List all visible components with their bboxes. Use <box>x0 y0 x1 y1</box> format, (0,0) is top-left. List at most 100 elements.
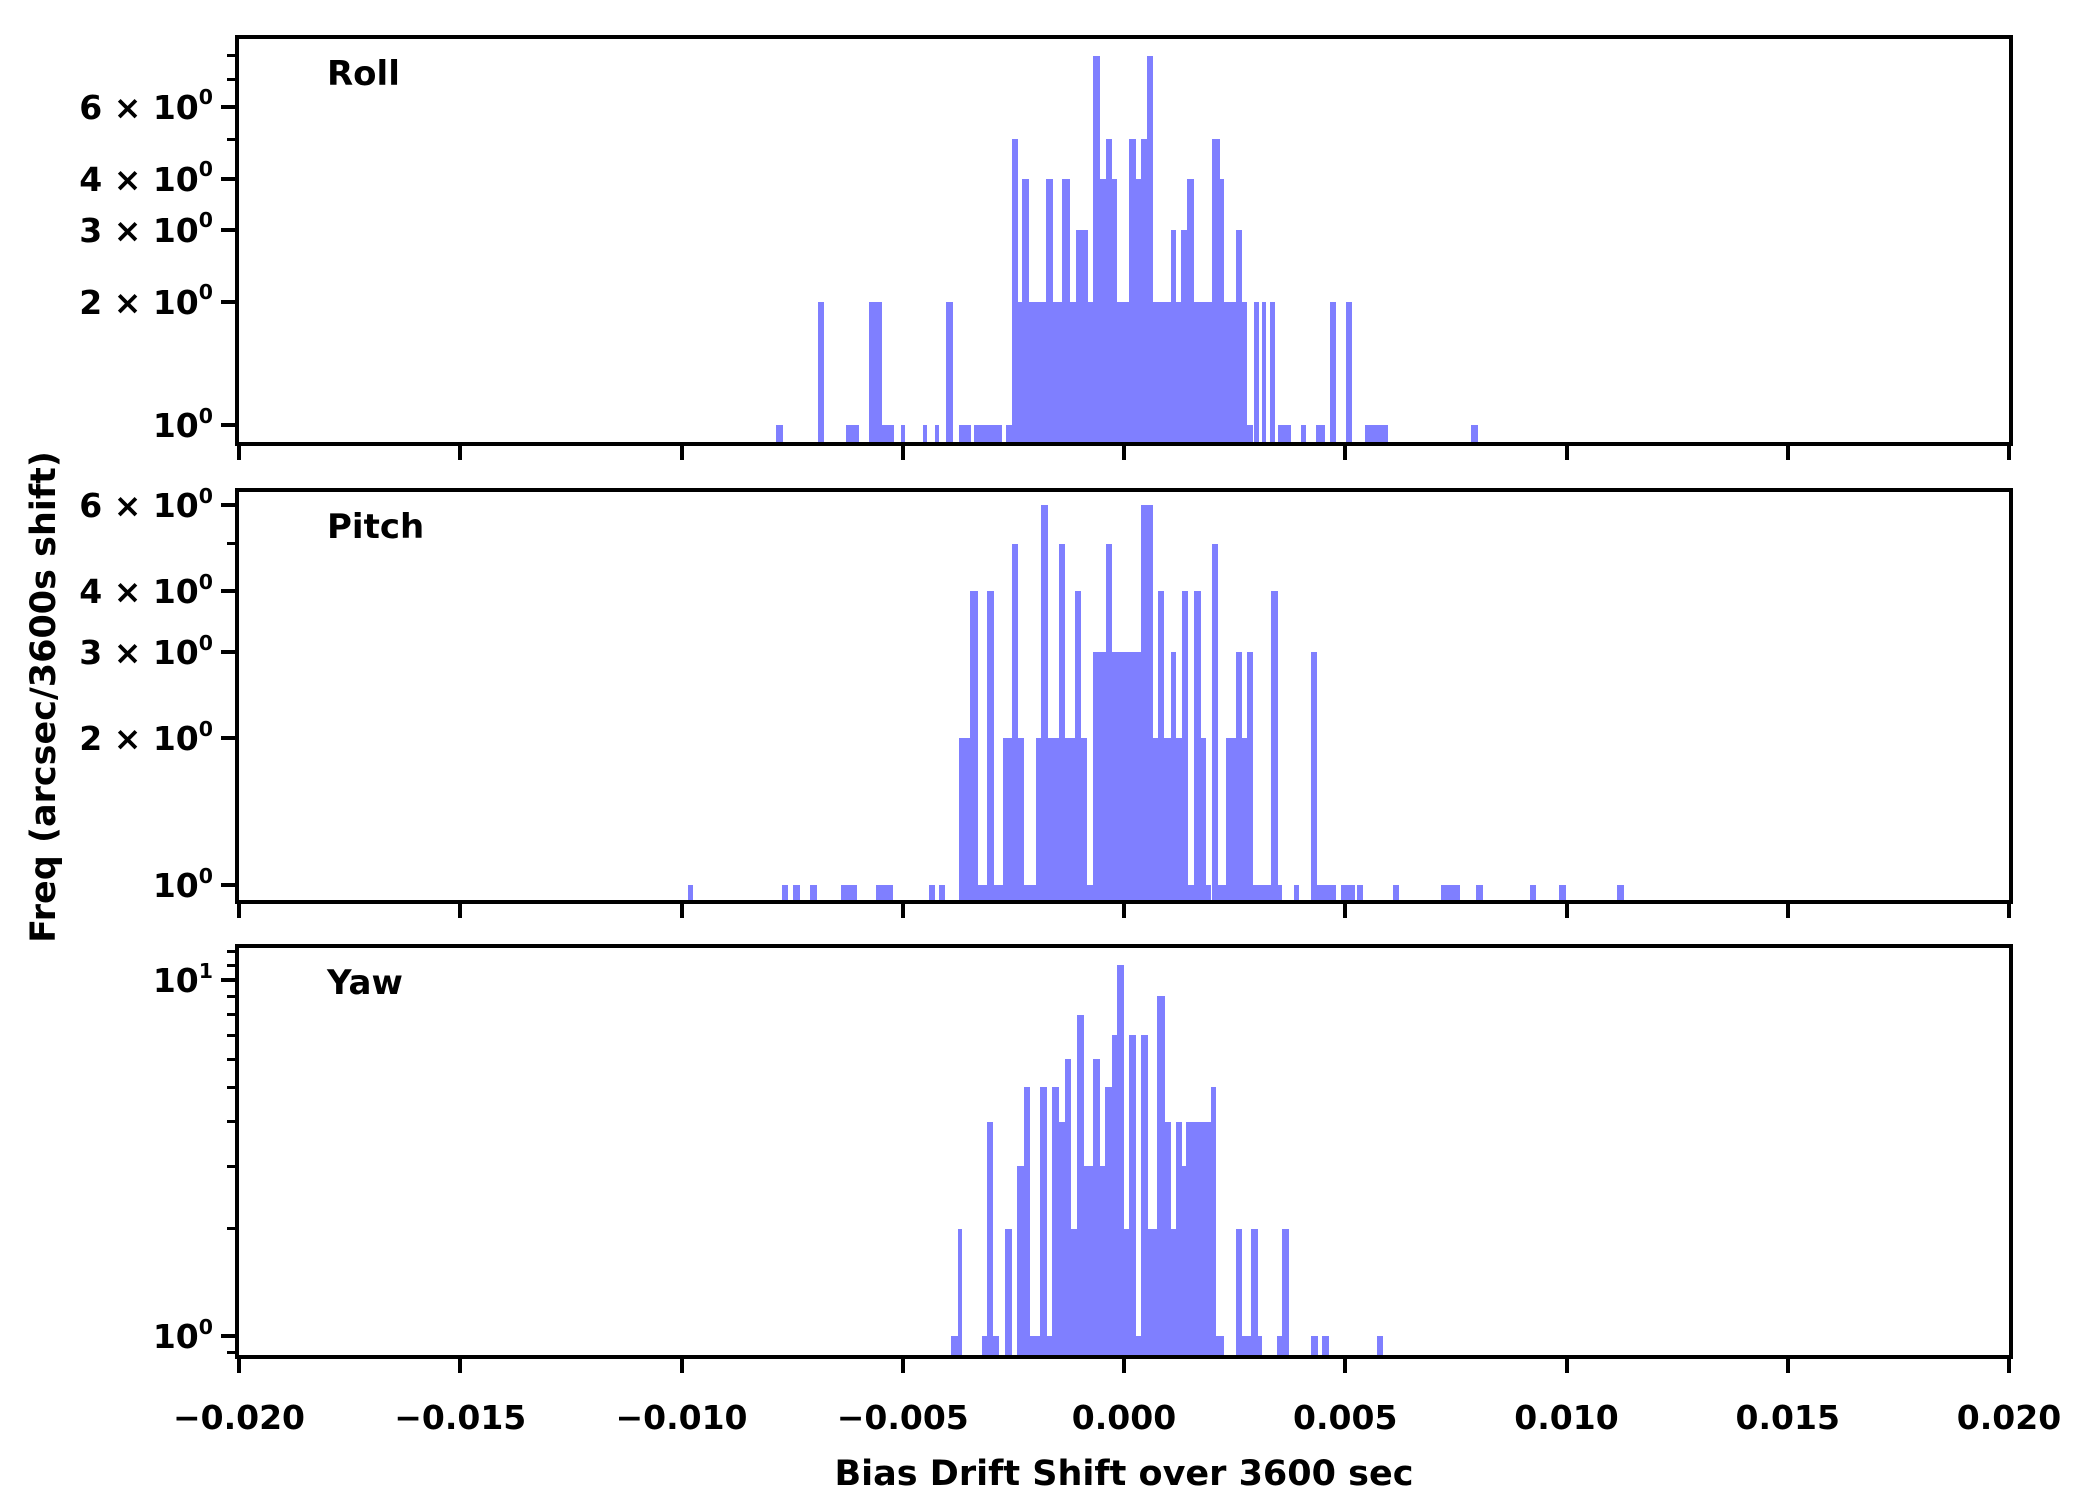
x-tick-label: 0.010 <box>1514 1398 1619 1437</box>
x-tick <box>1785 1359 1790 1373</box>
histogram-bar <box>1475 885 1483 900</box>
histogram-bar <box>958 738 971 900</box>
histogram-bar <box>1022 178 1030 442</box>
y-tick-label-mantissa: 10 <box>152 406 199 446</box>
histogram-bar <box>1116 965 1124 1355</box>
panel-title-roll: Roll <box>327 54 400 94</box>
y-tick-major <box>221 736 235 741</box>
histogram-bar <box>1277 885 1283 900</box>
histogram-bar <box>1093 1059 1101 1355</box>
histogram-bar <box>1017 1166 1024 1355</box>
panel-title-pitch: Pitch <box>327 507 425 547</box>
histogram-bar <box>1081 738 1088 900</box>
y-tick-label-exponent: 0 <box>198 483 213 508</box>
histogram-bar <box>1193 301 1212 442</box>
y-tick-label: 4 × 100 <box>79 571 213 608</box>
x-tick <box>679 1359 684 1373</box>
x-tick <box>2007 1359 2011 1373</box>
histogram-bar <box>846 425 859 442</box>
histogram-bar <box>1170 652 1176 900</box>
x-tick <box>1122 1359 1126 1373</box>
x-tick <box>900 1359 905 1373</box>
y-tick-label: 100 <box>153 865 213 902</box>
x-tick <box>1564 904 1569 918</box>
histogram-bar <box>1185 1121 1211 1355</box>
x-tick <box>1564 446 1569 460</box>
histogram-bar <box>1071 1228 1078 1355</box>
histogram-bar <box>818 301 824 442</box>
y-tick-label-exponent: 0 <box>198 208 213 233</box>
y-tick-major <box>221 176 235 181</box>
x-tick-label: 0.005 <box>1293 1398 1398 1437</box>
y-tick-label: 4 × 100 <box>79 159 213 196</box>
x-tick <box>237 446 241 460</box>
histogram-bar <box>1018 301 1023 442</box>
histogram-bar <box>1257 1336 1263 1355</box>
y-tick-label-exponent: 1 <box>198 958 213 983</box>
histogram-bar <box>1253 301 1259 442</box>
histogram-bar <box>1241 301 1248 442</box>
y-tick-label: 3 × 100 <box>79 632 213 669</box>
y-tick-label-mantissa: 3 × 10 <box>79 210 199 250</box>
histogram-bar <box>1377 1336 1384 1355</box>
histogram-bar <box>793 885 801 900</box>
histogram-bar <box>1252 885 1272 900</box>
y-tick-label-exponent: 0 <box>198 569 213 594</box>
y-tick-minor <box>227 137 235 141</box>
histogram-bar <box>1024 885 1036 900</box>
histogram-bar <box>1030 1336 1041 1355</box>
y-tick-label-exponent: 0 <box>198 280 213 305</box>
x-tick <box>458 904 463 918</box>
histogram-bar <box>810 885 817 900</box>
y-tick-label: 100 <box>153 1316 213 1353</box>
histogram-bar <box>1241 1336 1252 1355</box>
y-tick-label-exponent: 0 <box>198 85 213 110</box>
y-tick-minor <box>227 542 235 546</box>
histogram-bar <box>1241 738 1247 900</box>
y-tick-major <box>221 883 235 888</box>
histogram-bar <box>1105 543 1113 900</box>
y-tick-label-mantissa: 6 × 10 <box>79 87 199 127</box>
histogram-bar <box>938 885 945 900</box>
histogram-bar <box>1046 178 1054 442</box>
histogram-bar <box>957 1228 963 1355</box>
histogram-bar <box>1341 885 1356 900</box>
histogram-bar <box>1128 139 1136 442</box>
y-tick-label-exponent: 0 <box>198 716 213 741</box>
histogram-bar <box>776 425 784 442</box>
histogram-bar <box>1175 301 1181 442</box>
y-tick-label-mantissa: 2 × 10 <box>79 282 199 322</box>
histogram-bar <box>1346 301 1353 442</box>
histogram-bar <box>1088 301 1094 442</box>
x-tick <box>237 904 241 918</box>
histogram-bar <box>1059 543 1066 900</box>
histogram-bar <box>1393 885 1400 900</box>
histogram-bar <box>987 1121 994 1355</box>
y-tick-major <box>221 423 235 428</box>
histogram-bar <box>1053 301 1063 442</box>
y-axis-label: Freq (arcsec/3600s shift) <box>24 451 64 943</box>
histogram-bar <box>1617 885 1625 900</box>
histogram-bar <box>1235 652 1242 900</box>
histogram-bar <box>1270 301 1276 442</box>
histogram-bar <box>1059 1121 1066 1355</box>
histogram-bar <box>1040 1087 1048 1355</box>
histogram-bar <box>1105 139 1113 442</box>
y-tick-minor <box>227 994 235 998</box>
histogram-bar <box>900 425 905 442</box>
histogram-bar <box>1041 505 1049 900</box>
y-tick-label-exponent: 0 <box>198 1314 213 1339</box>
y-tick-minor <box>227 54 235 58</box>
panel-title-yaw: Yaw <box>327 963 403 1003</box>
histogram-bar <box>1112 1035 1117 1355</box>
x-tick <box>2007 446 2011 460</box>
histogram-bar <box>1311 652 1318 900</box>
panel-pitch: 6 × 100 4 × 100 3 × 100 2 × 100 100 Pitch <box>79 485 2013 918</box>
histogram-bar <box>1200 738 1206 900</box>
histogram-bar <box>1216 1336 1225 1355</box>
histogram-bar <box>1035 738 1042 900</box>
histogram-bar <box>1181 1166 1186 1355</box>
x-tick <box>1343 446 1348 460</box>
histogram-bar <box>1440 885 1460 900</box>
histogram-bar <box>977 885 988 900</box>
